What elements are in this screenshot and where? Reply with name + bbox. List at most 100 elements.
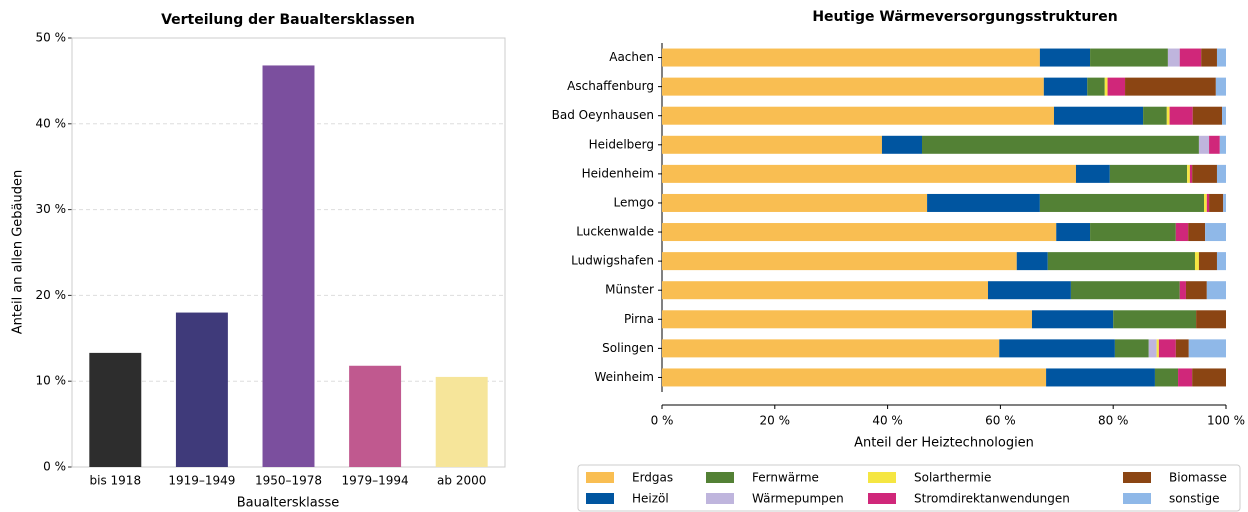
bar-segment [662,77,1044,96]
x-tick-label: 0 % [651,414,674,428]
y-tick-label: 30 % [36,202,67,216]
bar-segment [1043,77,1088,96]
y-tick-label: Ludwigshafen [571,254,654,268]
y-tick-label: Weinheim [595,370,655,384]
y-tick-label: Aachen [609,50,654,64]
y-tick-label: 0 % [43,460,66,474]
bar-segment [1075,164,1110,183]
bar-segment [1192,368,1226,387]
legend-label: Biomasse [1169,471,1227,485]
bar-segment [1222,106,1226,125]
bar-segment [1206,281,1226,300]
legend-swatch [1123,472,1151,483]
x-tick-label: 1950–1978 [255,474,322,488]
y-tick-label: Heidenheim [582,166,654,180]
bar-segment [1179,281,1186,300]
y-tick-label: Lemgo [613,195,654,209]
bar-segment [1169,106,1193,125]
bar-segment [1209,193,1224,212]
x-tick-label: 40 % [872,414,903,428]
bar-segment [1189,164,1193,183]
legend-label: Solarthermie [914,471,991,485]
bar-segment [1192,164,1217,183]
legend-swatch [586,472,614,483]
legend-swatch [868,472,896,483]
bar [175,312,228,467]
bar-segment [1167,48,1180,67]
bar-segment [1156,339,1159,358]
bar-segment [1016,252,1048,271]
bar-segment [662,164,1076,183]
bar-segment [1104,77,1108,96]
bar-segment [662,106,1054,125]
bar-segment [1219,135,1226,154]
chart-title: Verteilung der Baualtersklassen [161,12,415,28]
bar-segment [1216,164,1226,183]
bar-segment [1192,106,1223,125]
bar-segment [1178,368,1193,387]
bar-segment [662,339,1000,358]
x-tick-label: 1979–1994 [342,474,409,488]
bar-segment [1046,368,1155,387]
bar-segment [662,135,882,154]
y-tick-label: Münster [605,283,654,297]
bar-segment [1209,135,1220,154]
bar-segment [1148,339,1157,358]
bar-segment [1188,223,1206,242]
bar-segment [1143,106,1167,125]
bar-segment [662,193,928,212]
bar-segment [1194,252,1199,271]
bar-segment [1039,48,1091,67]
bar-segment [662,281,988,300]
bar-segment [1031,310,1114,329]
bar-segment [662,368,1047,387]
legend-swatch [706,472,734,483]
bar-segment [1175,339,1189,358]
x-axis-label: Anteil der Heiztechnologien [854,436,1034,451]
y-tick-label: 10 % [36,374,67,388]
bar-segment [1179,48,1202,67]
bar-segment [1090,48,1168,67]
y-tick-label: 20 % [36,288,67,302]
x-tick-label: 1919–1949 [168,474,235,488]
y-tick-label: Aschaffenburg [567,79,654,93]
bar [262,65,315,468]
bar-segment [1188,339,1226,358]
bar-segment [1196,310,1226,329]
bar-segment [1198,252,1217,271]
bar-segment [987,281,1071,300]
bar-segment [999,339,1115,358]
legend-label: Heizöl [632,492,669,506]
legend-swatch [706,493,734,504]
y-tick-label: Pirna [624,312,654,326]
bar-segment [1070,281,1180,300]
bar-segment [1216,252,1226,271]
bar [349,365,402,467]
bar-segment [1198,135,1210,154]
bar-segment [1114,339,1149,358]
x-tick-label: ab 2000 [437,474,486,488]
bar-segment [1056,223,1091,242]
bar-segment [881,135,923,154]
y-axis-label: Anteil an allen Gebäuden [11,170,26,335]
bar-segment [1107,77,1126,96]
bar-segment [1185,281,1207,300]
bar-segment [1166,106,1170,125]
bar-segment [1109,164,1188,183]
y-tick-label: 50 % [36,31,67,45]
legend-swatch [586,493,614,504]
bar [435,376,488,467]
bar [89,352,142,467]
bar-segment [1216,48,1226,67]
legend-label: Stromdirektanwendungen [914,492,1070,506]
bar-segment [927,193,1040,212]
bar-segment [662,252,1017,271]
x-tick-label: 60 % [985,414,1016,428]
x-axis-label: Baualtersklasse [237,496,340,511]
x-tick-label: 100 % [1207,414,1245,428]
bar-segment [1154,368,1179,387]
bar-segment [922,135,1199,154]
bar-segment [1201,48,1217,67]
bar-segment [1205,223,1226,242]
